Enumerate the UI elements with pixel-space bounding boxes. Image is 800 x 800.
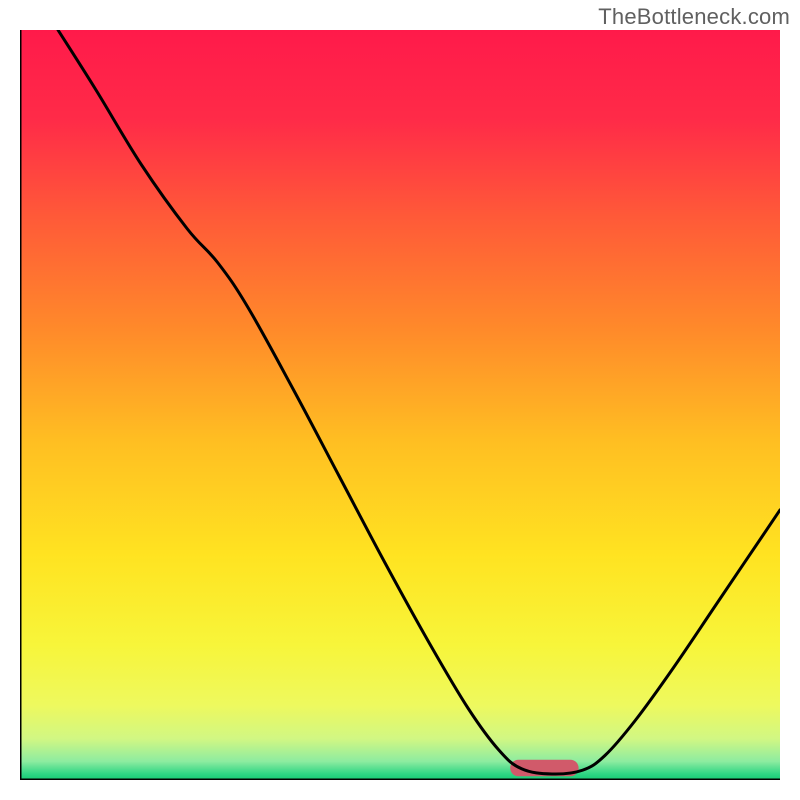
watermark-label: TheBottleneck.com <box>598 4 790 30</box>
gradient-background <box>20 30 780 780</box>
chart-canvas: TheBottleneck.com <box>0 0 800 800</box>
chart-svg <box>20 30 780 780</box>
plot-area <box>20 30 780 780</box>
